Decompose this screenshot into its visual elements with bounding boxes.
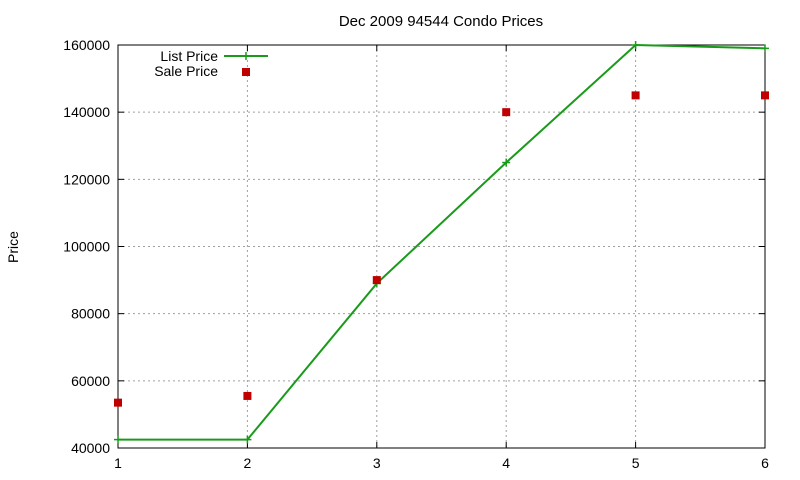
legend-marker-sale-price	[242, 68, 250, 76]
x-tick-label: 3	[373, 455, 381, 471]
x-tick-label: 5	[632, 455, 640, 471]
legend-label-sale-price: Sale Price	[154, 63, 218, 79]
y-tick-label: 140000	[63, 104, 110, 120]
data-point-sale-price	[761, 91, 769, 100]
y-tick-label: 100000	[63, 239, 110, 255]
x-tick-label: 4	[502, 455, 510, 471]
data-point-list-price	[761, 44, 769, 53]
data-point-sale-price	[631, 91, 640, 100]
y-axis-label: Price	[5, 231, 21, 263]
x-tick-label: 6	[761, 455, 769, 471]
legend: List Price Sale Price	[154, 48, 268, 79]
y-tick-label: 160000	[63, 37, 110, 53]
series-line-list-price	[118, 43, 766, 441]
y-tick-label: 120000	[63, 171, 110, 187]
data-point-sale-price	[372, 276, 381, 285]
x-tick-label: 2	[244, 455, 252, 471]
chart-title: Dec 2009 94544 Condo Prices	[339, 13, 543, 30]
data-point-list-price	[631, 41, 640, 49]
y-tick-label: 80000	[71, 306, 110, 322]
y-tick-label: 60000	[71, 373, 110, 389]
data-point-sale-price	[114, 398, 122, 407]
x-tick-label: 1	[114, 455, 122, 471]
data-point-list-price	[114, 435, 122, 444]
data-point-sale-price	[243, 391, 252, 400]
legend-label-list-price: List Price	[160, 48, 218, 64]
plot-frame	[117, 44, 766, 449]
series-layer	[114, 41, 769, 444]
tick-layer: 40000 60000 80000 100000 120000 140000 160000 1…	[63, 37, 769, 471]
y-tick-label: 40000	[71, 440, 110, 456]
data-point-sale-price	[502, 108, 511, 117]
grid-layer	[118, 45, 765, 448]
data-point-list-price	[502, 158, 511, 167]
data-point-list-price	[243, 435, 252, 444]
